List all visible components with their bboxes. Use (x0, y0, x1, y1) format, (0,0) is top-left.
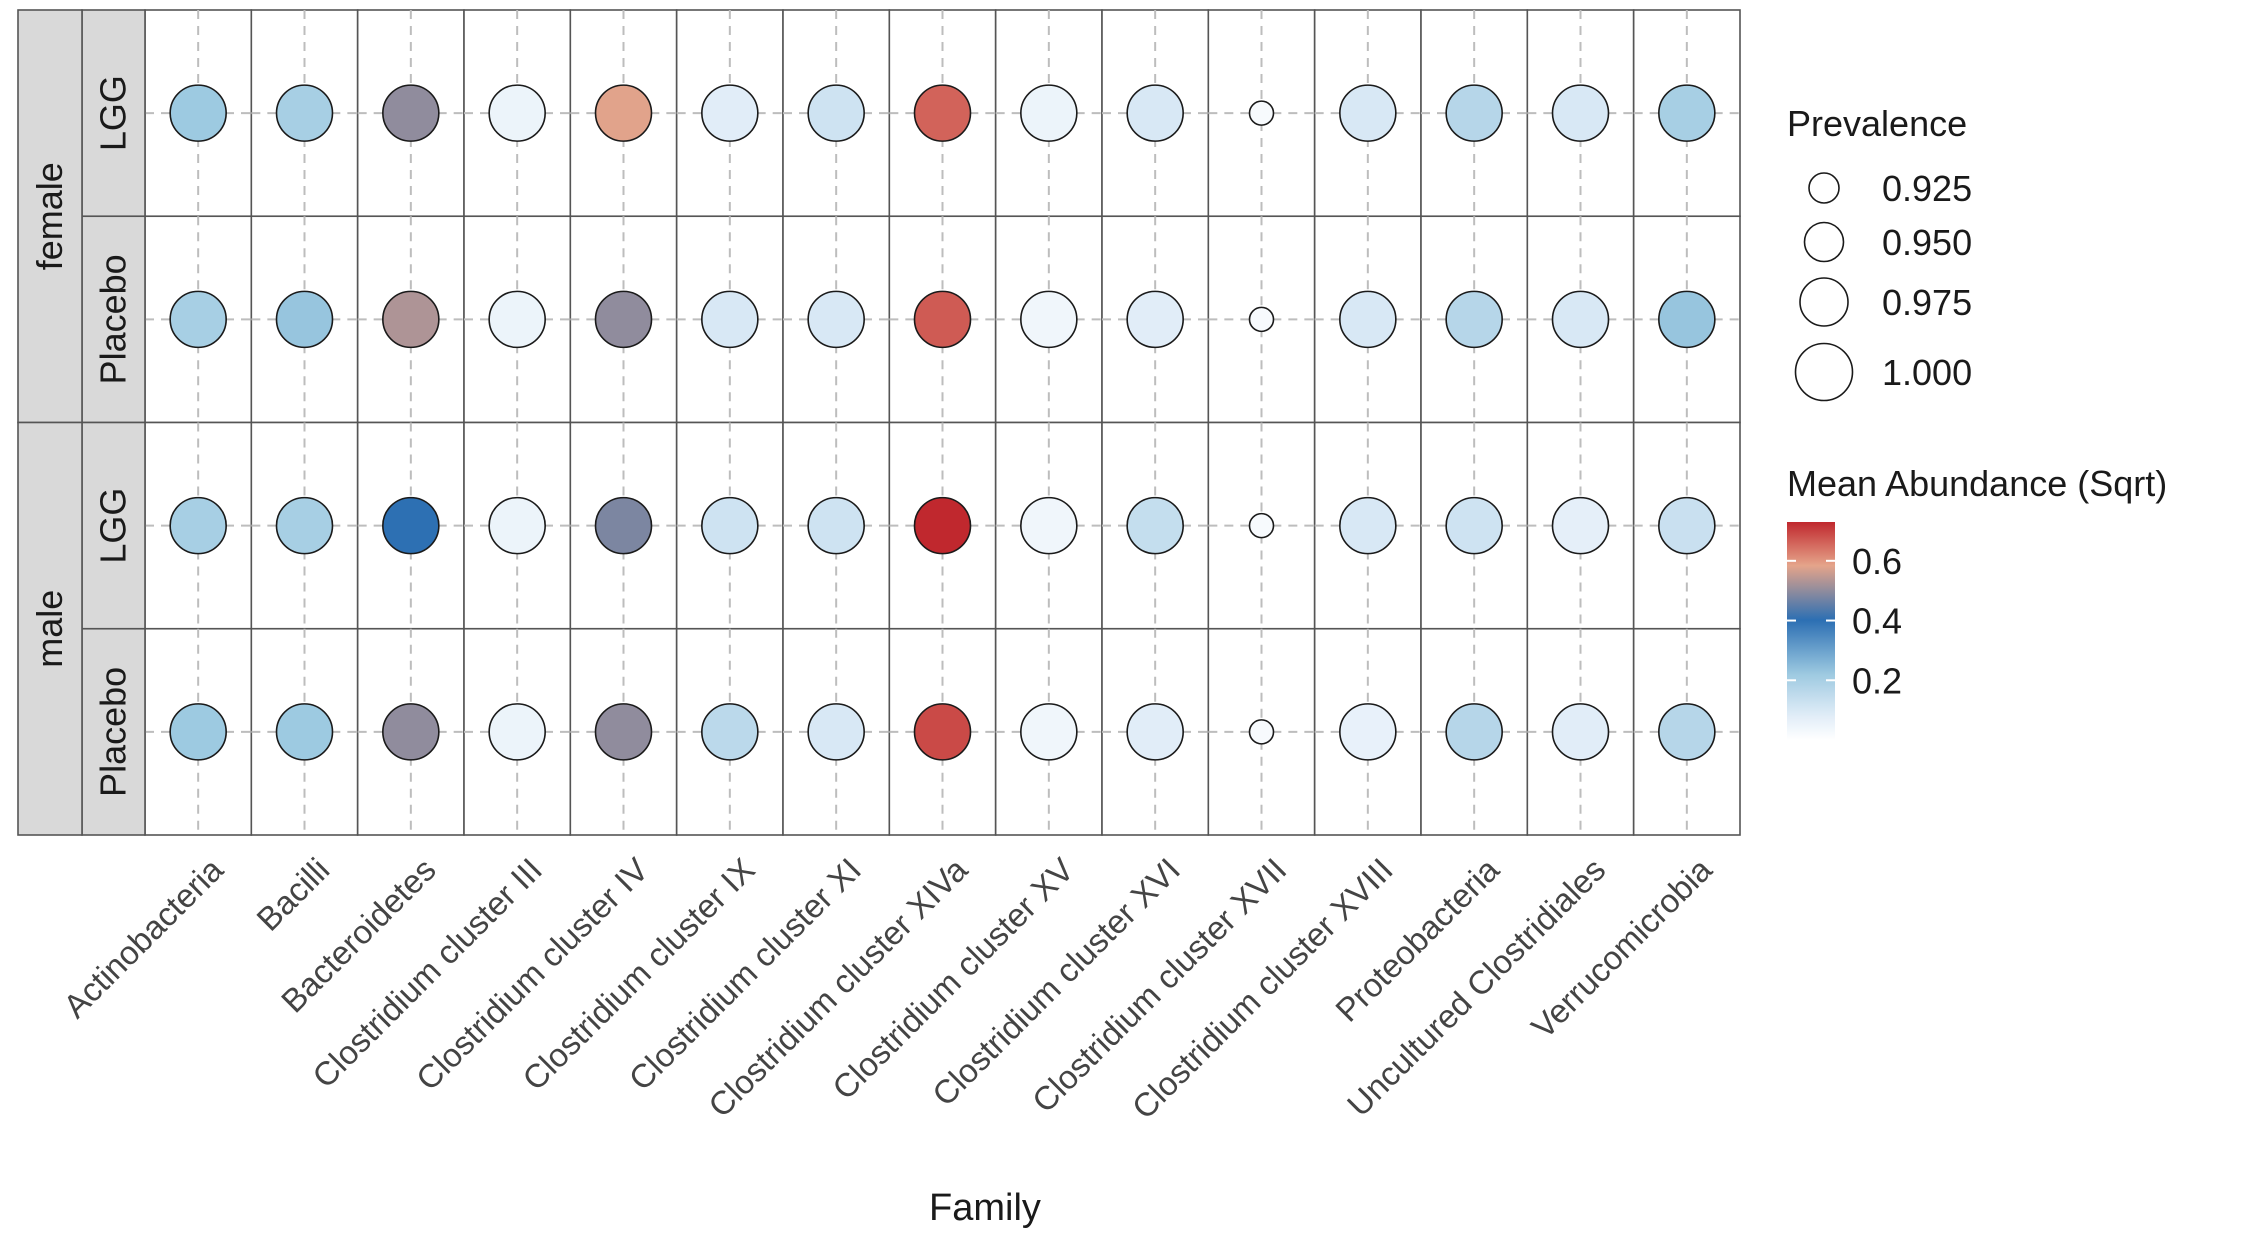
x-tick-label: Bacilli (249, 851, 336, 938)
point (913, 84, 972, 142)
x-axis-title: Family (929, 1187, 1041, 1229)
point (701, 84, 759, 142)
point (701, 496, 759, 555)
point (594, 703, 653, 761)
point (1126, 496, 1184, 555)
point (488, 290, 546, 349)
point (1248, 100, 1275, 126)
point (1658, 703, 1716, 761)
point (1339, 496, 1397, 555)
point (1445, 84, 1503, 142)
point (1020, 496, 1078, 555)
strip-treatment-label: Placebo (93, 667, 134, 797)
strip-treatment-label: LGG (93, 488, 134, 564)
legend-size-label: 1.000 (1882, 352, 1972, 393)
point (701, 290, 759, 349)
point (913, 496, 972, 555)
point (275, 496, 334, 555)
panel-female-placebo: Placebo (81, 215, 1741, 424)
panel-male-lgg: LGG (81, 421, 1741, 630)
point (382, 290, 440, 349)
point (1248, 306, 1275, 333)
point (488, 703, 546, 761)
legend-size-label: 0.925 (1882, 168, 1972, 209)
legend-prevalence: Prevalence 0.925 0.950 0.975 1.000 (1787, 103, 1972, 402)
point (1126, 703, 1184, 761)
x-tick-label: Actinobacteria (56, 850, 230, 1024)
point (807, 703, 865, 761)
point (807, 496, 865, 555)
point (275, 290, 334, 349)
legend-size-key (1808, 172, 1840, 204)
point (382, 84, 440, 142)
point (1445, 290, 1503, 349)
legend-size-label: 0.950 (1882, 222, 1972, 263)
legend-abundance: Mean Abundance (Sqrt) 0.6 0.4 0.2 (1787, 463, 2167, 740)
point (169, 290, 227, 349)
panel-male-placebo: Placebo (81, 627, 1741, 836)
strip-sex-label: male (29, 590, 70, 668)
strip-sex (17, 9, 83, 424)
point (488, 84, 546, 142)
point (701, 703, 759, 761)
point (807, 290, 865, 349)
legend-size-key (1794, 342, 1854, 402)
strip-treatment-label: Placebo (93, 254, 134, 384)
strip-treatment (81, 421, 146, 630)
strip-treatment (81, 627, 146, 836)
point (1126, 290, 1184, 349)
point (382, 496, 440, 555)
point (1020, 290, 1078, 349)
x-tick-label: Verrucomicrobia (1524, 850, 1719, 1045)
point (275, 84, 334, 142)
point (807, 84, 865, 142)
point (169, 703, 227, 761)
legend-colorbar-label: 0.4 (1852, 601, 1902, 642)
legend-size-key (1803, 221, 1845, 263)
point (1339, 703, 1397, 761)
point (1248, 719, 1275, 745)
point (1339, 290, 1397, 349)
point (913, 703, 972, 761)
point (1658, 84, 1716, 142)
legend-colorbar (1787, 522, 1835, 740)
legend-colorbar-label: 0.2 (1852, 660, 1902, 701)
point (594, 496, 653, 555)
strip-treatment-label: LGG (93, 75, 134, 151)
point (1551, 84, 1610, 142)
legend-colorbar-label: 0.6 (1852, 541, 1902, 582)
point (1248, 512, 1275, 539)
point (1658, 496, 1716, 555)
legend-abundance-title: Mean Abundance (Sqrt) (1787, 463, 2167, 504)
point (1551, 290, 1610, 349)
point (488, 496, 546, 555)
point (382, 703, 440, 761)
point (169, 496, 227, 555)
legend-size-label: 0.975 (1882, 282, 1972, 323)
point (169, 84, 227, 142)
point (1551, 703, 1610, 761)
point (1126, 84, 1184, 142)
point (1658, 290, 1716, 349)
point (1339, 84, 1397, 142)
strip-sex-label: female (29, 162, 70, 270)
point (1020, 703, 1078, 761)
point (594, 290, 653, 349)
legend-size-key (1799, 277, 1849, 327)
legend-prevalence-title: Prevalence (1787, 103, 1967, 144)
point (275, 703, 334, 761)
point (1020, 84, 1078, 142)
strip-treatment (81, 9, 146, 218)
strip-sex (17, 421, 83, 836)
point (1445, 496, 1503, 555)
point (1445, 703, 1503, 761)
point (913, 290, 972, 349)
panel-female-lgg: LGG (81, 9, 1741, 218)
point (1551, 496, 1610, 555)
point (594, 84, 653, 142)
